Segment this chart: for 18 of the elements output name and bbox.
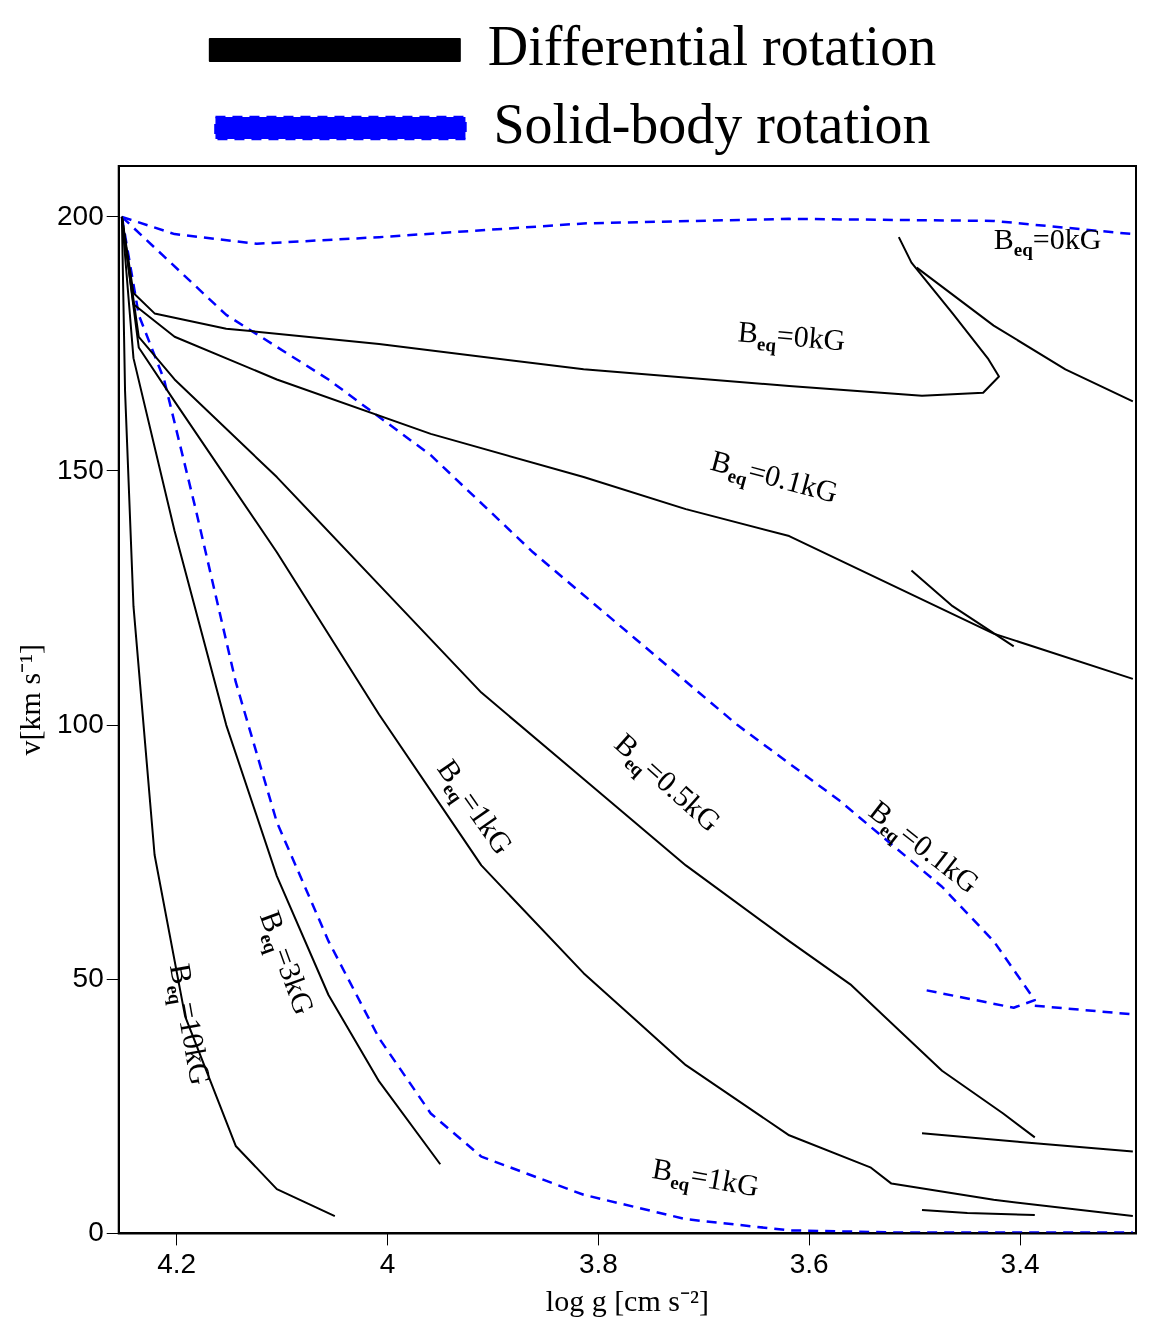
y-tick-label: 50 — [72, 961, 104, 993]
x-tick-label: 3.6 — [789, 1247, 829, 1279]
legend-label: Solid-body rotation — [493, 92, 931, 155]
y-tick-label: 0 — [88, 1216, 104, 1248]
y-tick-label: 200 — [57, 199, 104, 231]
y-axis-title: v[km s⁻¹] — [12, 643, 46, 756]
y-tick-label: 150 — [57, 453, 104, 485]
x-tick-label: 3.4 — [1000, 1247, 1040, 1279]
annotation: Beq=3kG — [253, 906, 322, 1019]
legend-label: Differential rotation — [487, 14, 937, 77]
x-axis-title: log g [cm s⁻²] — [545, 1283, 709, 1317]
annotation: Beq=1kG — [650, 1151, 762, 1203]
x-tick-label: 4 — [379, 1247, 396, 1279]
x-tick-label: 4.2 — [157, 1247, 197, 1279]
annotation: Beq=0kG — [736, 314, 847, 357]
annotation: Beq=0.1kG — [707, 443, 842, 509]
y-tick-label: 100 — [57, 707, 104, 739]
x-tick-label: 3.8 — [578, 1247, 618, 1279]
